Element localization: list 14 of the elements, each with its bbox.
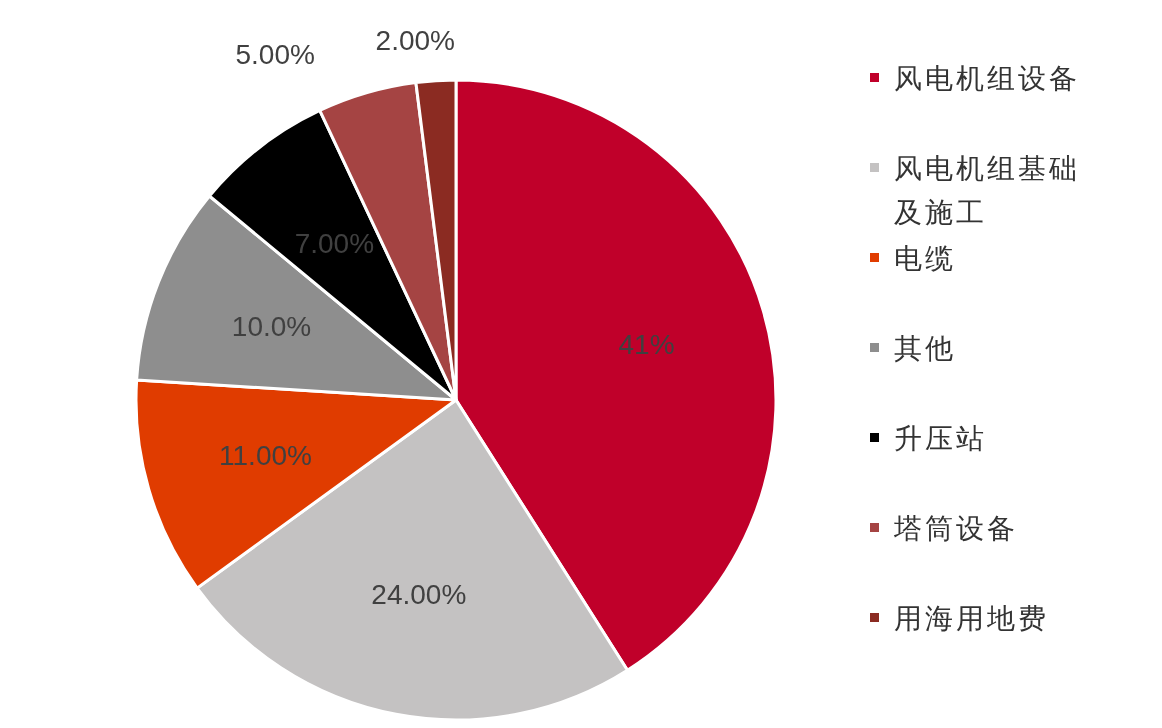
data-label: 10.0% [231,311,312,343]
data-label: 24.00% [371,579,467,611]
data-label: 2.00% [375,25,456,57]
legend-label: 风电机组设备 [894,61,1080,95]
legend-label: 用海用地费 [894,601,1049,635]
legend-label: 电缆 [894,241,956,275]
legend-label: 风电机组基础及施工 [894,151,1080,229]
legend-label: 升压站 [894,421,987,455]
data-label: 5.00% [235,38,315,70]
data-label: 7.00% [294,227,375,259]
legend-label: 其他 [894,331,956,365]
legend-label: 塔筒设备 [893,511,1018,545]
data-label: 41% [618,329,675,361]
data-label: 11.00% [219,439,312,471]
